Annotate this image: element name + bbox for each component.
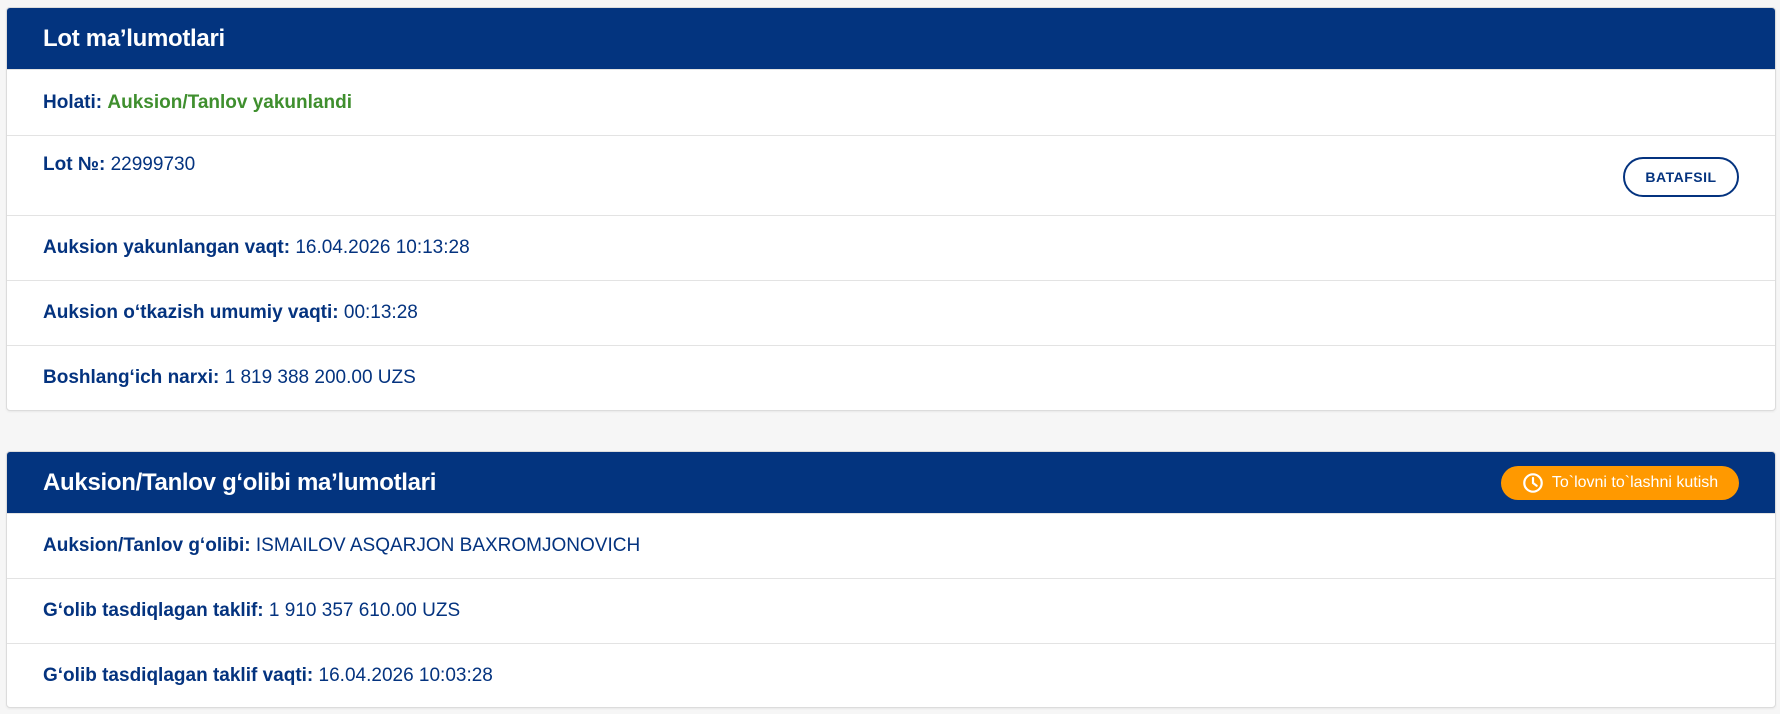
offer-label: G‘olib tasdiqlagan taklif: <box>43 600 264 621</box>
lot-number-row: Lot №: 22999730 BATAFSIL <box>7 135 1775 215</box>
duration-row: Auksion o‘tkazish umumiy vaqti: 00:13:28 <box>7 280 1775 345</box>
lot-number-value: 22999730 <box>110 154 196 175</box>
offer-time-label: G‘olib tasdiqlagan taklif vaqti: <box>43 665 314 686</box>
winner-row: Auksion/Tanlov g‘olibi: ISMAILOV ASQARJO… <box>7 513 1775 578</box>
clock-icon <box>1523 472 1543 493</box>
winner-value: ISMAILOV ASQARJON BAXROMJONOVICH <box>255 535 641 556</box>
winner-info-card: Auksion/Tanlov g‘olibi ma’lumotlari To`l… <box>6 451 1776 708</box>
end-time-label: Auksion yakunlangan vaqt: <box>43 237 291 258</box>
winner-info-header: Auksion/Tanlov g‘olibi ma’lumotlari To`l… <box>7 452 1775 513</box>
duration-value: 00:13:28 <box>343 302 418 323</box>
status-row: Holati: Auksion/Tanlov yakunlandi <box>7 69 1775 135</box>
payment-status-text: To`lovni to`lashni kutish <box>1551 473 1719 491</box>
lot-info-title: Lot ma’lumotlari <box>43 24 225 52</box>
end-time-row: Auksion yakunlangan vaqt: 16.04.2026 10:… <box>7 215 1775 280</box>
end-time-value: 16.04.2026 10:13:28 <box>295 237 470 258</box>
start-price-row: Boshlang‘ich narxi: 1 819 388 200.00 UZS <box>7 345 1775 410</box>
status-value: Auksion/Tanlov yakunlandi <box>107 91 352 113</box>
payment-status-badge: To`lovni to`lashni kutish <box>1501 465 1739 500</box>
lot-info-card: Lot ma’lumotlari Holati: Auksion/Tanlov … <box>6 7 1776 411</box>
winner-info-title: Auksion/Tanlov g‘olibi ma’lumotlari <box>43 468 437 496</box>
offer-time-value: 16.04.2026 10:03:28 <box>318 665 493 686</box>
offer-row: G‘olib tasdiqlagan taklif: 1 910 357 610… <box>7 578 1775 643</box>
duration-label: Auksion o‘tkazish umumiy vaqti: <box>43 302 339 323</box>
lot-info-header: Lot ma’lumotlari <box>7 8 1775 69</box>
winner-label: Auksion/Tanlov g‘olibi: <box>43 535 251 556</box>
offer-time-row: G‘olib tasdiqlagan taklif vaqti: 16.04.2… <box>7 643 1775 707</box>
offer-value: 1 910 357 610.00 UZS <box>268 600 461 621</box>
start-price-label: Boshlang‘ich narxi: <box>43 367 220 388</box>
details-button[interactable]: BATAFSIL <box>1623 157 1739 197</box>
start-price-value: 1 819 388 200.00 UZS <box>224 367 416 388</box>
lot-number-label: Lot №: <box>43 154 106 175</box>
status-label: Holati: <box>43 91 103 113</box>
